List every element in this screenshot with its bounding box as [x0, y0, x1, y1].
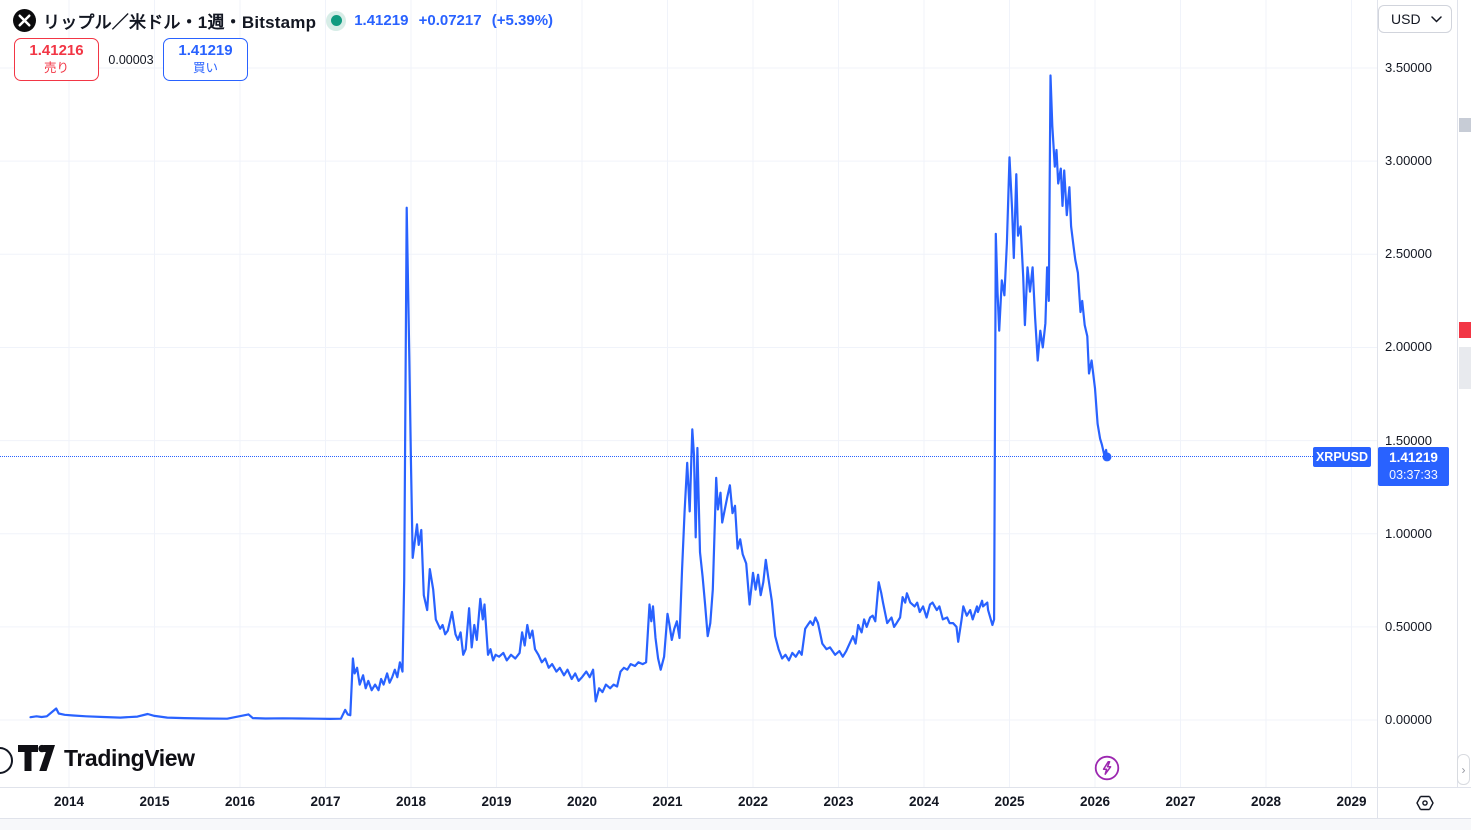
symbol-price-label: XRPUSD — [1313, 447, 1371, 467]
time-axis-label: 2018 — [395, 794, 427, 809]
price-axis-label: 2.50000 — [1385, 246, 1432, 262]
spread-value: 0.00003 — [108, 52, 154, 67]
price-axis-label: 0.00000 — [1385, 712, 1432, 727]
tradingview-logo-text: TradingView — [64, 744, 195, 771]
price-change-pct: (+5.39%) — [491, 12, 554, 29]
tradingview-logo[interactable]: TradingView — [18, 744, 195, 772]
time-axis-label: 2026 — [1079, 794, 1111, 809]
time-axis-label: 2024 — [908, 794, 940, 809]
price-change: +0.07217 — [418, 12, 482, 29]
time-axis-label: 2029 — [1336, 794, 1367, 809]
price-axis-label: 2.00000 — [1385, 339, 1432, 355]
currency-value: USD — [1391, 11, 1421, 27]
time-axis-label: 2027 — [1165, 794, 1196, 809]
xrp-logo-icon — [13, 9, 36, 32]
time-axis-label: 2015 — [139, 794, 170, 809]
edge-red-mark — [1459, 322, 1471, 338]
price-axis-label: 3.50000 — [1385, 60, 1432, 76]
price-axis-border — [1377, 0, 1378, 818]
price-axis-label: 1.00000 — [1385, 525, 1432, 541]
market-status-icon — [326, 10, 347, 31]
sell-button[interactable]: 1.41216 売り — [14, 38, 99, 81]
current-price-line — [0, 456, 1313, 457]
current-price-value: 1.41219 — [1389, 450, 1438, 465]
price-axis[interactable]: 3.50000 3.00000 2.50000 2.00000 1.50000 1.000… — [1377, 0, 1457, 787]
right-strip-border — [1457, 0, 1458, 818]
time-axis-label: 2017 — [310, 794, 341, 809]
currency-dropdown[interactable]: USD — [1378, 5, 1452, 33]
time-axis-label: 2020 — [566, 794, 598, 809]
buy-price: 1.41219 — [178, 42, 233, 60]
time-axis-label: 2028 — [1250, 794, 1282, 809]
scroll-right-button[interactable]: › — [1457, 754, 1470, 785]
scales-settings-icon[interactable] — [1414, 792, 1436, 814]
price-series-line — [29, 74, 1109, 721]
time-axis-label: 2023 — [823, 794, 854, 809]
bar-close-countdown: 03:37:33 — [1389, 468, 1438, 482]
price-chart[interactable] — [0, 0, 1377, 787]
time-axis-label: 2014 — [53, 794, 85, 809]
current-price-badge: 1.41219 03:37:33 — [1378, 447, 1449, 486]
sell-price: 1.41216 — [29, 42, 84, 60]
bottom-strip — [0, 818, 1471, 830]
time-axis-label: 2022 — [737, 794, 769, 809]
quote-summary: 1.41219 +0.07217 (+5.39%) — [354, 12, 559, 29]
sell-label: 売り — [43, 61, 69, 76]
price-axis-label: 1.50000 — [1385, 432, 1432, 448]
price-axis-label: 0.50000 — [1385, 618, 1432, 634]
edge-light-mark — [1459, 347, 1471, 389]
time-axis-label: 2025 — [994, 794, 1025, 809]
scale-settings-corner[interactable] — [1377, 787, 1471, 818]
symbol-title[interactable]: リップル／米ドル・1週・Bitstamp — [43, 13, 317, 32]
tradingview-logo-icon — [18, 744, 55, 771]
buy-button[interactable]: 1.41219 買い — [163, 38, 248, 81]
lightning-icon[interactable] — [1094, 755, 1120, 781]
buy-label: 買い — [192, 61, 218, 76]
time-axis-label: 2016 — [224, 794, 256, 809]
chevron-right-icon: › — [1461, 762, 1466, 777]
last-price: 1.41219 — [354, 12, 409, 29]
time-axis-label: 2021 — [652, 794, 683, 809]
time-axis-label: 2019 — [481, 794, 512, 809]
chevron-down-icon — [1431, 15, 1442, 23]
time-axis[interactable]: 2014 2015 2016 2017 2018 2019 2020 2021 2022 2023… — [0, 787, 1377, 818]
price-axis-label: 3.00000 — [1385, 153, 1432, 169]
edge-gray-mark — [1459, 118, 1471, 132]
